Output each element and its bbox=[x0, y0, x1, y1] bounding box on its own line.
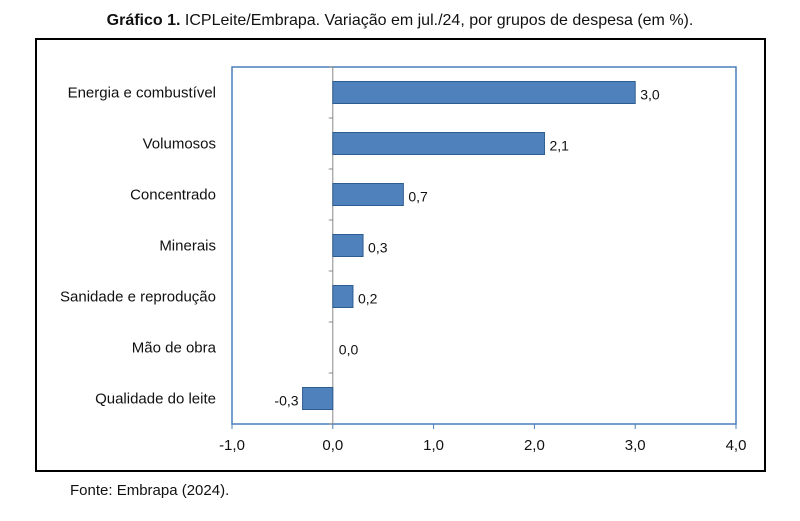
bar-value-label: 3,0 bbox=[640, 87, 660, 103]
bar bbox=[332, 183, 404, 206]
bar-value-label: 0,3 bbox=[368, 240, 388, 256]
category-label: Mão de obra bbox=[132, 340, 217, 357]
x-tick-label: 1,0 bbox=[423, 437, 444, 454]
chart-title-bold: Gráfico 1. bbox=[106, 12, 181, 29]
bar-value-label: 0,0 bbox=[339, 342, 359, 358]
x-tick-label: 4,0 bbox=[726, 437, 747, 454]
plot-area bbox=[231, 66, 737, 425]
chart-frame bbox=[35, 38, 766, 472]
bar-value-label: 0,2 bbox=[358, 291, 378, 307]
bar-value-label: -0,3 bbox=[274, 393, 298, 409]
x-tick-label: 0,0 bbox=[322, 437, 343, 454]
category-label: Volumosos bbox=[143, 136, 216, 153]
bar bbox=[332, 132, 545, 155]
x-tick-label: 3,0 bbox=[625, 437, 646, 454]
x-tick-label: -1,0 bbox=[219, 437, 245, 454]
bar bbox=[332, 234, 364, 257]
source-note: Fonte: Embrapa (2024). bbox=[70, 482, 230, 499]
category-label: Sanidade e reprodução bbox=[60, 289, 216, 306]
bar bbox=[332, 81, 636, 104]
bar-value-label: 2,1 bbox=[549, 138, 569, 154]
chart-title-text: ICPLeite/Embrapa. Variação em jul./24, p… bbox=[184, 12, 694, 29]
bar-value-label: 0,7 bbox=[408, 189, 428, 205]
category-label: Minerais bbox=[159, 238, 216, 255]
category-label: Concentrado bbox=[130, 187, 216, 204]
chart-title: Gráfico 1. ICPLeite/Embrapa. Variação em… bbox=[0, 12, 800, 30]
x-tick-label: 2,0 bbox=[524, 437, 545, 454]
bar bbox=[302, 387, 334, 410]
bar bbox=[332, 285, 354, 308]
category-label: Qualidade do leite bbox=[95, 391, 216, 408]
category-label: Energia e combustível bbox=[68, 85, 216, 102]
